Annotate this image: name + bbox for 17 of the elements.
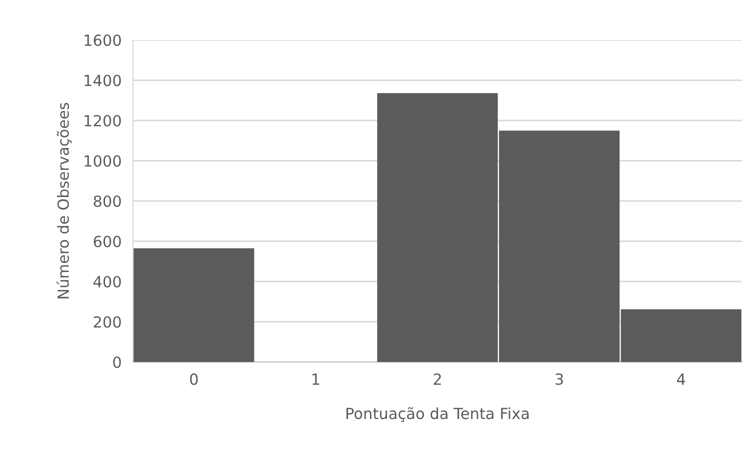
y-tick-label: 800 <box>94 195 121 208</box>
y-tick-label: 400 <box>93 276 121 288</box>
x-tick-label: 2 <box>434 373 441 385</box>
y-tick-label: 200 <box>94 316 121 328</box>
y-tick-label: 1400 <box>84 74 121 86</box>
y-tick-label: 0 <box>113 356 121 368</box>
x-tick-label: 1 <box>312 374 320 385</box>
x-tick-label: 4 <box>676 374 686 385</box>
y-tick-label: 600 <box>94 236 121 248</box>
y-tick-label: 1600 <box>84 34 121 46</box>
y-tick-label: 1200 <box>84 114 121 127</box>
y-tick-label: 1000 <box>84 155 121 167</box>
x-tick-label: 0 <box>190 373 198 385</box>
x-axis-title: Pontuação da Tenta Fixa <box>346 407 529 422</box>
y-axis-title: Número de Observaçõees <box>56 102 72 298</box>
x-tick-label: 3 <box>556 373 563 385</box>
bar <box>134 248 254 362</box>
